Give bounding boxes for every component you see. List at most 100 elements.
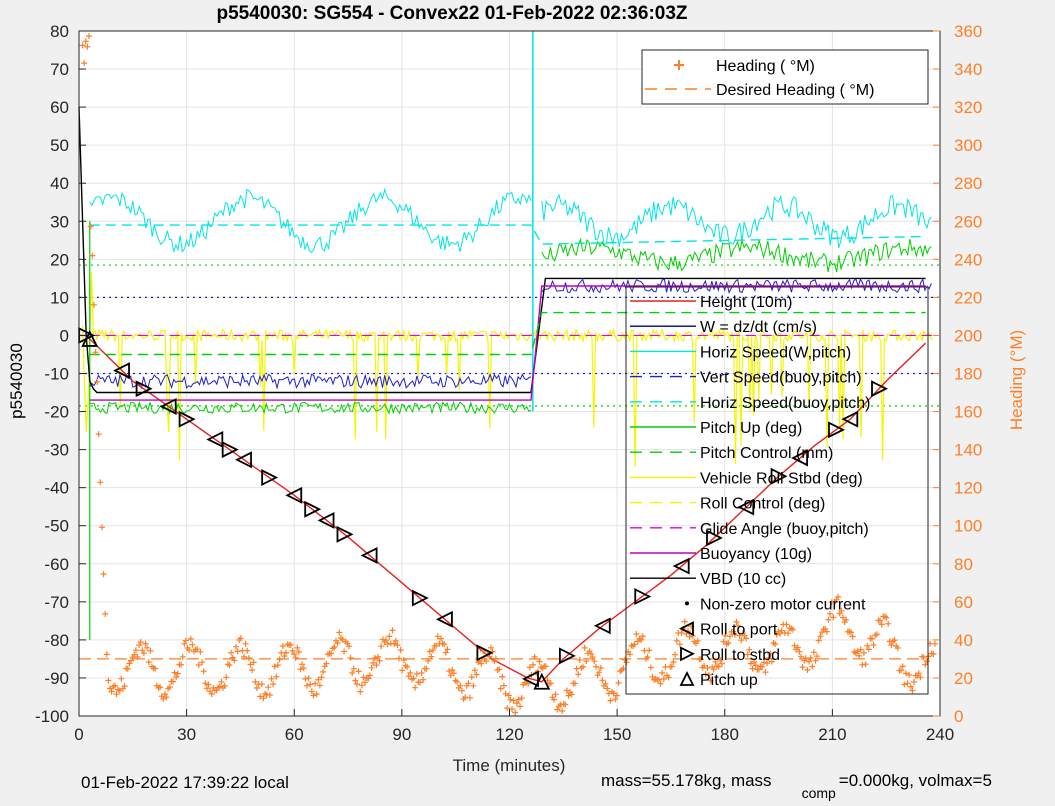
heading-marker [765, 655, 772, 661]
heading-marker [478, 660, 485, 667]
heading-marker [433, 642, 440, 649]
heading-marker [597, 664, 604, 671]
legend-top-box [641, 49, 929, 105]
heading-marker [572, 680, 578, 687]
heading-marker [444, 646, 451, 653]
heading-marker [281, 653, 288, 660]
heading-marker [809, 663, 816, 670]
heading-marker [499, 673, 506, 680]
heading-marker [373, 662, 380, 669]
heading-marker [552, 691, 559, 698]
heading-marker [315, 676, 322, 683]
heading-marker [610, 690, 617, 697]
y-tick-label: -50 [44, 517, 69, 536]
heading-marker [633, 631, 640, 637]
heading-marker [492, 655, 499, 662]
heading-marker [902, 670, 909, 677]
heading-marker [799, 664, 806, 671]
heading-marker [815, 637, 822, 644]
heading-marker [354, 681, 360, 688]
heading-marker [349, 670, 356, 676]
heading-marker [827, 610, 833, 617]
roll-to-stbd-marker [304, 500, 322, 518]
legend-top-label: Desired Heading ( °M) [716, 82, 874, 99]
legend-main-label: Vehicle Roll Stbd (deg) [700, 470, 863, 487]
heading-marker [899, 663, 906, 670]
roll-to-port-marker [791, 449, 808, 467]
heading-marker [752, 662, 759, 669]
heading-marker [92, 349, 99, 356]
heading-marker [843, 616, 850, 623]
heading-marker [932, 640, 938, 647]
x-tick-label: 150 [603, 725, 631, 744]
heading-marker [623, 659, 630, 666]
heading-marker [161, 691, 168, 698]
heading-marker [386, 633, 393, 640]
heading-marker [124, 665, 131, 672]
heading-marker [730, 628, 737, 635]
heading-marker [588, 650, 595, 657]
heading-marker [200, 668, 207, 675]
roll-to-stbd-marker [135, 380, 153, 398]
heading-marker [174, 670, 181, 677]
heading-marker [812, 657, 819, 664]
heading-marker [173, 674, 180, 680]
heading-marker [488, 644, 494, 651]
y-tick-label: 30 [50, 212, 69, 231]
heading-marker [568, 691, 575, 698]
y2-tick-label: 20 [954, 669, 973, 688]
heading-marker [704, 665, 711, 671]
heading-marker [483, 658, 490, 665]
heading-marker [909, 687, 916, 694]
heading-marker [672, 651, 679, 658]
heading-marker [392, 637, 399, 644]
y2-tick-label: 240 [954, 250, 982, 269]
heading-marker [760, 659, 767, 666]
roll-to-port-marker [737, 498, 755, 516]
heading-marker [428, 653, 435, 660]
heading-marker [817, 633, 824, 640]
heading-marker [751, 658, 758, 665]
heading-marker [128, 657, 134, 664]
roll-to-stbd-marker [336, 525, 354, 543]
roll-trace [82, 271, 934, 468]
heading-marker [289, 647, 296, 654]
y2-tick-label: 0 [954, 707, 963, 726]
footer-mass-label: mass=55.178kg, mass [601, 771, 772, 790]
chart-title: p5540030: SG554 - Convex22 01-Feb-2022 0… [216, 3, 687, 24]
heading-marker [181, 640, 188, 647]
heading-marker [626, 651, 633, 658]
heading-marker [885, 620, 892, 627]
heading-marker [87, 223, 94, 230]
heading-marker [160, 695, 167, 702]
heading-marker [681, 618, 688, 625]
pitch-trace-2 [541, 237, 932, 273]
legend-main-label: Horiz Speed(W,pitch) [700, 344, 851, 361]
heading-marker [294, 644, 301, 651]
heading-marker [835, 593, 842, 600]
heading-marker [316, 682, 323, 689]
y2-tick-label: 140 [954, 441, 982, 460]
heading-marker [602, 680, 609, 687]
heading-marker [107, 685, 113, 692]
heading-marker [182, 637, 189, 644]
heading-marker [735, 622, 741, 629]
heading-marker [551, 696, 557, 703]
heading-marker [237, 635, 244, 642]
heading-marker [202, 680, 209, 687]
heading-marker [470, 682, 477, 689]
heading-marker [593, 663, 599, 670]
legend-swatch [674, 60, 684, 70]
heading-marker [420, 676, 427, 683]
heading-marker [400, 657, 407, 663]
roll-to-stbd-marker [559, 647, 576, 665]
heading-marker [920, 654, 927, 661]
heading-marker [350, 665, 357, 672]
heading-marker [86, 33, 92, 40]
heading-marker [785, 630, 792, 637]
heading-marker [660, 676, 667, 682]
heading-marker [706, 671, 712, 678]
footer-mass-subscript: comp [801, 785, 836, 802]
heading-marker [449, 667, 456, 673]
heading-marker [97, 479, 104, 486]
